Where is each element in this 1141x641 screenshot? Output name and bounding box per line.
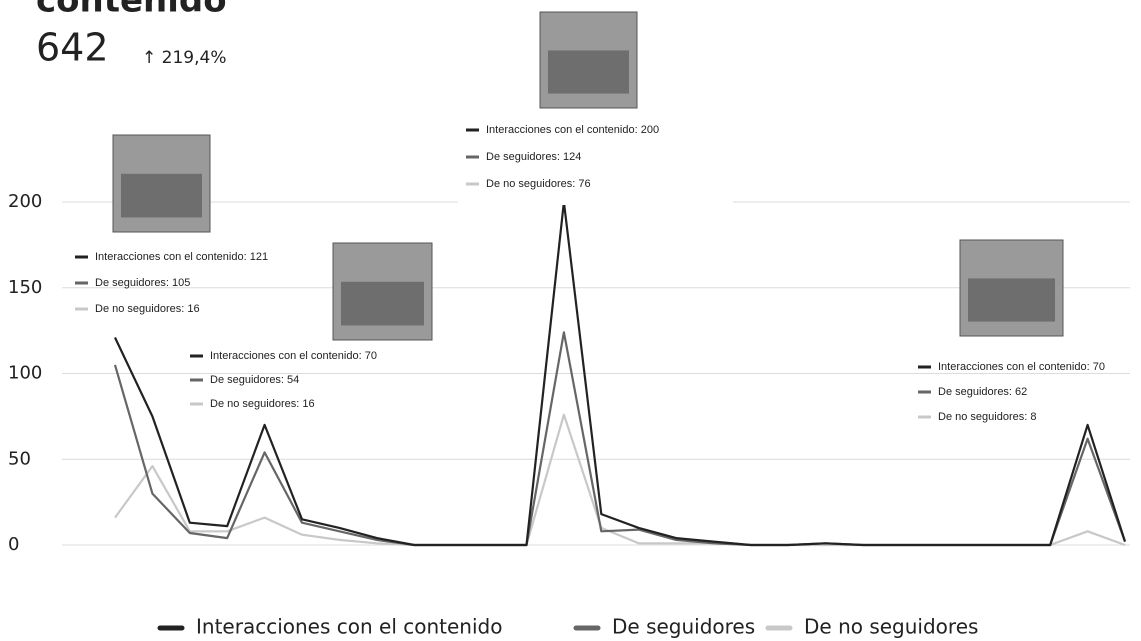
chart-title: contenido — [36, 0, 227, 21]
tooltip-image-detail — [548, 50, 629, 93]
total-value: 642 — [36, 26, 109, 70]
tooltip-image-detail — [121, 174, 202, 218]
y-tick-label: 200 — [8, 191, 42, 212]
tooltip-text: De no seguidores: 8 — [938, 411, 1036, 423]
line-series — [115, 415, 1125, 545]
legend-label: Interacciones con el contenido — [196, 615, 502, 639]
tooltip-text: De seguidores: 62 — [938, 386, 1027, 398]
change: ↑ 219,4% — [142, 48, 226, 68]
tooltip-text: De no seguidores: 16 — [95, 303, 200, 315]
tooltip-text: Interacciones con el contenido: 70 — [938, 361, 1105, 373]
tooltip-text: De seguidores: 54 — [210, 374, 299, 386]
y-tick-label: 50 — [8, 448, 31, 469]
tooltip-text: Interacciones con el contenido: 70 — [210, 350, 377, 362]
tooltip-text: De no seguidores: 16 — [210, 398, 315, 410]
y-tick-label: 150 — [8, 277, 42, 298]
tooltip-text: De seguidores: 124 — [486, 151, 581, 163]
tooltip-text: Interacciones con el contenido: 200 — [486, 124, 659, 136]
tooltip-text: De no seguidores: 76 — [486, 178, 591, 190]
tooltip-text: Interacciones con el contenido: 121 — [95, 251, 268, 263]
tooltip-image-detail — [341, 282, 424, 326]
tooltip-image-detail — [968, 278, 1055, 321]
legend-label: De no seguidores — [804, 615, 978, 639]
chart: contenido 642 ↑ 219,4% 0 50 100 150 200 Inter… — [0, 0, 1141, 641]
tooltip-text: De seguidores: 105 — [95, 277, 190, 289]
y-tick-label: 100 — [8, 363, 42, 384]
y-tick-label: 0 — [8, 534, 19, 555]
legend-label: De seguidores — [612, 615, 755, 639]
